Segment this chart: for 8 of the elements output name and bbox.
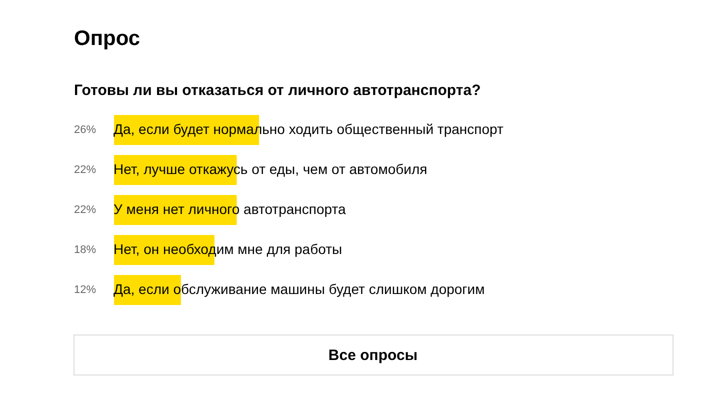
data-label: 22%: [74, 164, 96, 176]
chart-title: Опрос: [74, 27, 140, 50]
data-label: 18%: [74, 244, 96, 256]
data-label: 22%: [74, 204, 96, 216]
text: Все опросы: [328, 347, 418, 364]
data-label: 12%: [74, 284, 96, 296]
chart-subtitle: Готовы ли вы отказаться от личного автотранспорта?: [74, 82, 481, 99]
data-label: 26%: [74, 124, 96, 136]
